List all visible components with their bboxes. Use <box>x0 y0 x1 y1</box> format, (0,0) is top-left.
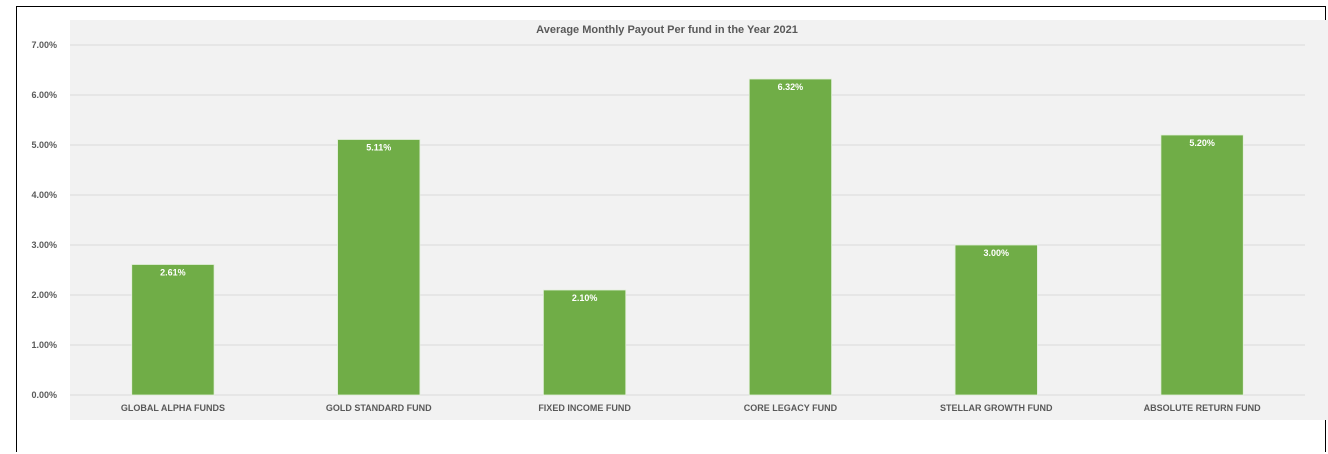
x-tick-label: CORE LEGACY FUND <box>744 403 838 413</box>
bar <box>748 78 832 396</box>
bar <box>131 264 215 396</box>
data-labels: 2.61% 5.11% 2.10% 6.32% 3.00% 5.20% <box>160 82 1215 303</box>
bar <box>954 244 1038 396</box>
y-tick-label: 0.00% <box>31 390 57 400</box>
bars <box>131 78 1244 396</box>
x-tick-label: GOLD STANDARD FUND <box>326 403 432 413</box>
chart-title: Average Monthly Payout Per fund in the Y… <box>536 24 798 36</box>
x-tick-label: STELLAR GROWTH FUND <box>940 403 1053 413</box>
x-axis-categories: GLOBAL ALPHA FUNDS GOLD STANDARD FUND FIXE… <box>121 403 1261 413</box>
y-tick-label: 2.00% <box>31 290 57 300</box>
y-tick-label: 5.00% <box>31 140 57 150</box>
bar <box>337 139 421 396</box>
x-tick-label: GLOBAL ALPHA FUNDS <box>121 403 225 413</box>
data-label: 5.20% <box>1189 138 1215 148</box>
x-tick-label: FIXED INCOME FUND <box>538 403 631 413</box>
y-tick-label: 6.00% <box>31 90 57 100</box>
y-tick-label: 7.00% <box>31 40 57 50</box>
data-label: 5.11% <box>366 143 391 153</box>
y-tick-label: 1.00% <box>31 340 57 350</box>
chart-frame <box>16 6 1328 452</box>
bar <box>543 289 627 396</box>
y-axis-ticks: 0.00% 1.00% 2.00% 3.00% 4.00% 5.00% 6.00% 7.00% <box>31 40 57 400</box>
data-label: 2.10% <box>572 293 598 303</box>
gridlines <box>70 44 1305 396</box>
data-label: 3.00% <box>983 248 1009 258</box>
y-tick-label: 4.00% <box>31 190 57 200</box>
y-tick-label: 3.00% <box>31 240 57 250</box>
data-label: 6.32% <box>778 82 804 92</box>
plot-area <box>70 20 1328 420</box>
data-label: 2.61% <box>160 268 186 278</box>
x-tick-label: ABSOLUTE RETURN FUND <box>1144 403 1261 413</box>
bar <box>1160 134 1244 396</box>
